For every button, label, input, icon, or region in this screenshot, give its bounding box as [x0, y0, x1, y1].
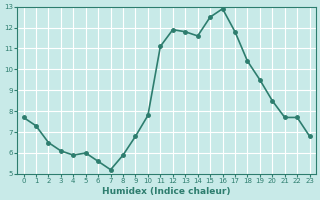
X-axis label: Humidex (Indice chaleur): Humidex (Indice chaleur) [102, 187, 231, 196]
